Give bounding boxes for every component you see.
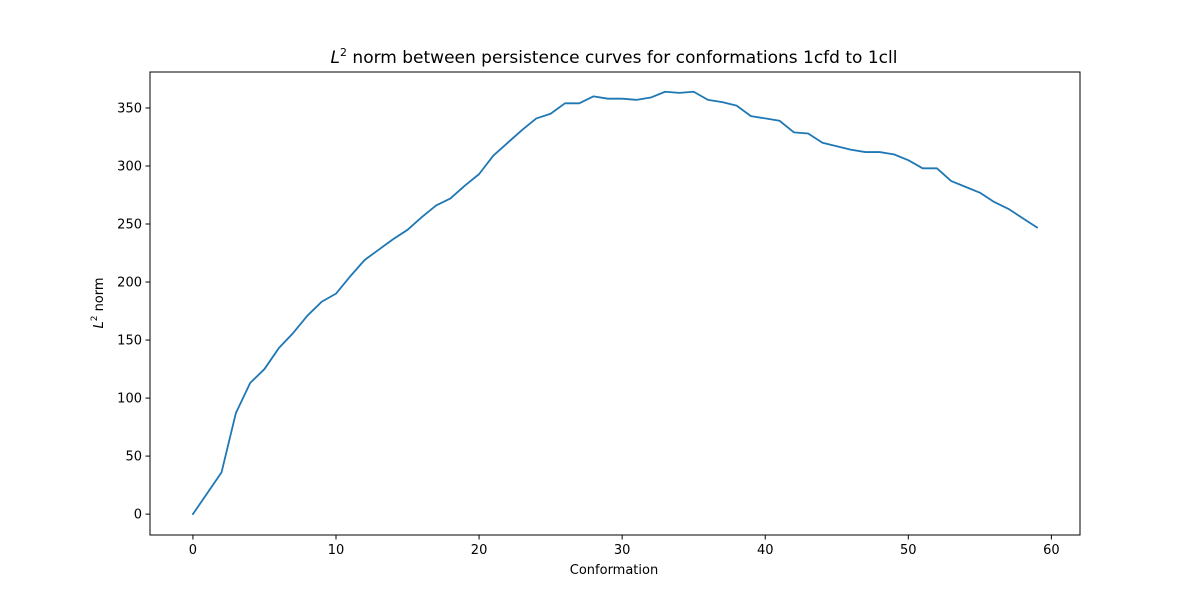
x-tick-label: 50 <box>900 543 917 558</box>
plot-area: 0 10 20 30 40 50 60 0 50 100 150 200 250 300 350 <box>117 71 1081 558</box>
x-tick-label: 10 <box>328 543 345 558</box>
chart-title-math: L <box>331 48 340 68</box>
x-tick-label: 40 <box>757 543 774 558</box>
x-tick-label: 30 <box>614 543 631 558</box>
y-axis-label-text: norm <box>92 277 107 315</box>
y-tick-label: 100 <box>117 392 142 407</box>
y-tick-label: 350 <box>117 101 142 116</box>
y-tick-label: 150 <box>117 334 142 349</box>
y-tick-label: 50 <box>125 450 142 465</box>
y-tick-label: 0 <box>134 508 142 523</box>
y-tick-label: 300 <box>117 159 142 174</box>
x-tick-label: 0 <box>189 543 197 558</box>
chart-title-text: norm between persistence curves for conf… <box>347 48 897 68</box>
y-axis-label: L2 norm <box>90 277 107 328</box>
y-axis-label-superscript: 2 <box>90 316 100 322</box>
x-tick-label: 20 <box>471 543 488 558</box>
series-line <box>192 90 1038 516</box>
y-axis-label-math: L <box>92 321 107 328</box>
x-tick-label: 60 <box>1043 543 1060 558</box>
y-tick-label: 250 <box>117 218 142 233</box>
y-tick-label: 200 <box>117 276 142 291</box>
x-axis-label: Conformation <box>570 563 658 578</box>
chart-title: L2 norm between persistence curves for c… <box>331 46 898 68</box>
chart-title-superscript: 2 <box>340 46 347 59</box>
plot-frame <box>149 71 1081 536</box>
